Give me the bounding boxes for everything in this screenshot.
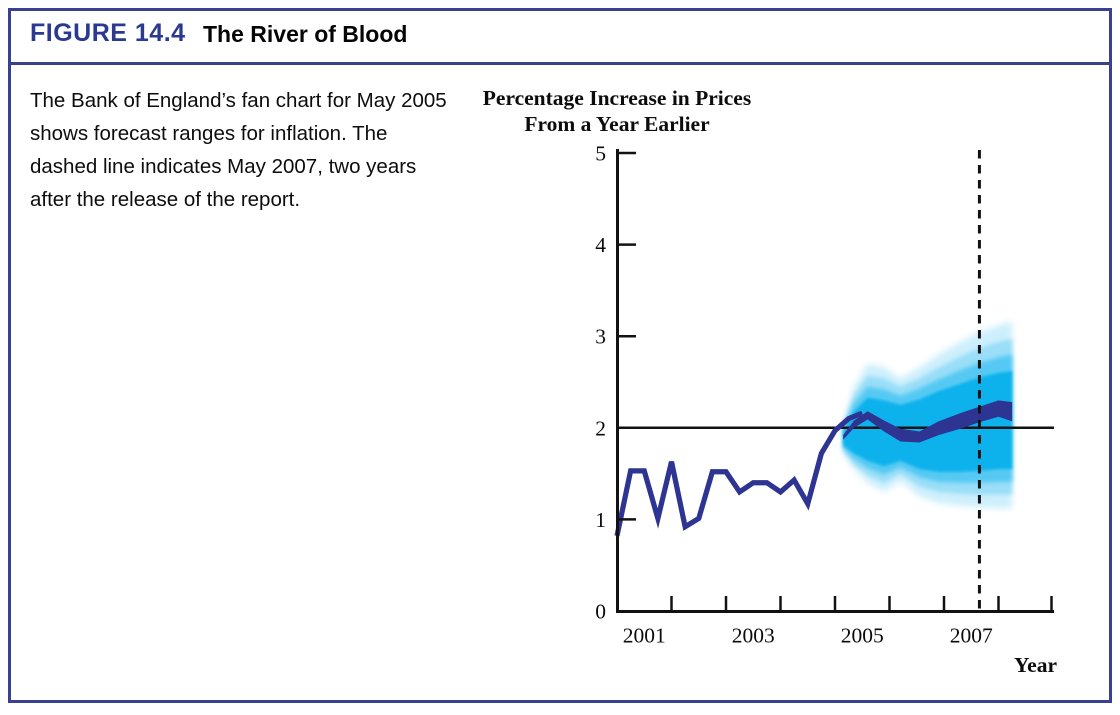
y-tick-label-5: 5 xyxy=(595,142,606,166)
figure-title: The River of Blood xyxy=(203,21,408,47)
y-tick-label-0: 0 xyxy=(595,600,606,624)
inflation-history-line xyxy=(614,410,864,537)
fan-band-4 xyxy=(843,371,1013,472)
header-divider xyxy=(10,62,1110,65)
figure-number-label: FIGURE 14.4 xyxy=(30,19,186,47)
y-tick-label-1: 1 xyxy=(595,508,606,532)
axes xyxy=(616,149,1054,613)
chart-title-line-2: From a Year Earlier xyxy=(524,112,710,136)
y-tick-label-2: 2 xyxy=(595,416,606,440)
x-tick-label-2005: 2005 xyxy=(841,624,884,648)
chart-title-line-1: Percentage Increase in Prices xyxy=(482,86,752,110)
y-tick-label-4: 4 xyxy=(595,233,606,257)
fan-bands xyxy=(843,321,1013,509)
x-axis-label: Year xyxy=(1014,653,1057,677)
figure-caption: The Bank of England’s fan chart for May … xyxy=(30,89,447,211)
y-tick-label-3: 3 xyxy=(595,325,606,349)
x-tick-label-2001: 2001 xyxy=(623,624,666,648)
central-projection-band xyxy=(843,400,1013,443)
x-tick-label-2003: 2003 xyxy=(732,624,775,648)
figure-frame xyxy=(8,8,1112,703)
chart-title: Percentage Increase in Prices From a Yea… xyxy=(437,85,797,137)
x-tick-label-2007: 2007 xyxy=(950,624,993,648)
